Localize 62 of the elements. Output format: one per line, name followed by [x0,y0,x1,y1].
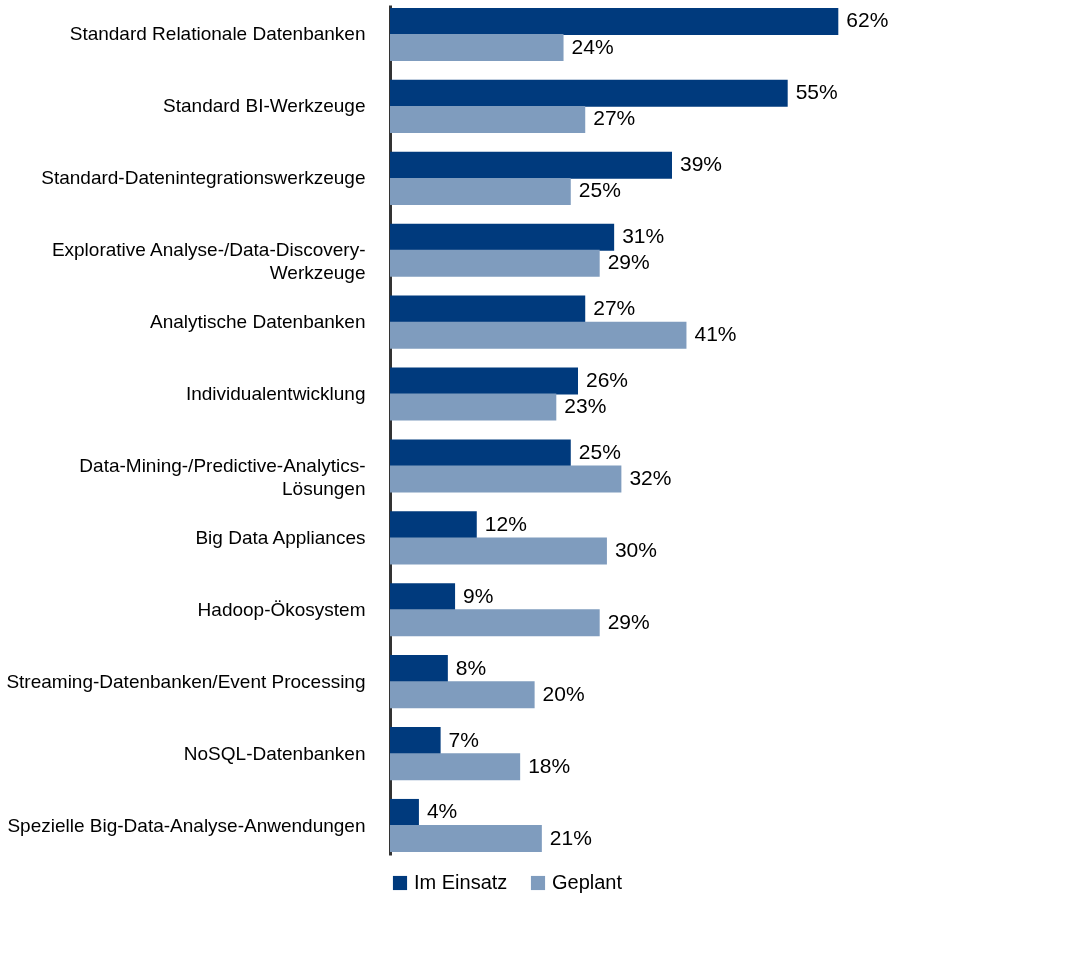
bar [390,34,564,62]
y-tick-label: Streaming-Datenbanken/Event Processing [6,670,366,692]
y-tick-label: Hadoop-Ökosystem [197,598,366,620]
data-label: 39% [680,152,723,176]
bar [390,151,672,179]
bar [390,105,586,133]
data-label: 32% [629,466,672,490]
y-tick-label: Standard BI-Werkzeuge [163,95,366,117]
bar [390,223,615,251]
bar [390,249,600,277]
data-label: 23% [564,394,607,418]
data-label: 31% [622,224,665,248]
data-label: 29% [607,609,650,633]
y-tick-label: Spezielle Big-Data-Analyse-Anwendungen [7,814,366,836]
bar [390,727,441,755]
data-label: 21% [549,825,592,849]
data-label: 25% [578,178,621,202]
bar [390,465,622,493]
bar [390,655,448,683]
data-label: 30% [614,537,657,561]
bar [390,511,477,539]
data-label: 8% [455,655,487,679]
bar [390,609,600,637]
data-label: 24% [571,34,614,58]
bar [390,583,456,611]
bar [390,439,571,467]
bar [390,7,839,35]
bar [390,367,578,395]
y-tick-label: Big Data Appliances [195,526,366,548]
y-tick-label: Data-Mining-/Predictive-Analytics- Lösungen [79,454,366,499]
data-label: 29% [607,250,650,274]
y-tick-label: Analytische Datenbanken [150,311,366,333]
bar [390,295,586,323]
y-tick-label: Standard Relationale Datenbanken [69,23,366,45]
bar [390,825,542,853]
bar [390,79,788,107]
data-label: 9% [463,583,494,607]
legend-label: Geplant [552,871,623,893]
data-label: 41% [694,322,737,346]
y-tick-label: Individualentwicklung [185,383,366,405]
data-label: 20% [542,681,585,705]
y-tick-label: Standard-Datenintegrationswerkzeuge [41,167,366,189]
data-label: 27% [593,106,636,130]
data-label: 26% [586,367,629,391]
data-label: 62% [846,8,889,32]
bar [390,753,521,781]
bar [390,537,607,565]
bar [390,393,557,421]
data-label: 27% [593,296,636,320]
bar [390,798,419,826]
data-label: 25% [578,439,621,463]
y-tick-label: NoSQL-Datenbanken [183,742,366,764]
data-label: 18% [528,753,571,777]
bar [390,321,687,349]
data-label: 4% [426,799,458,823]
legend-label: Im Einsatz [414,871,508,893]
bar [390,177,571,205]
data-label: 55% [795,80,838,104]
data-label: 12% [484,511,527,535]
y-tick-label: Explorative Analyse-/Data-Discovery- Werkzeuge [51,239,366,284]
data-label: 7% [448,727,479,751]
bar [390,681,535,709]
